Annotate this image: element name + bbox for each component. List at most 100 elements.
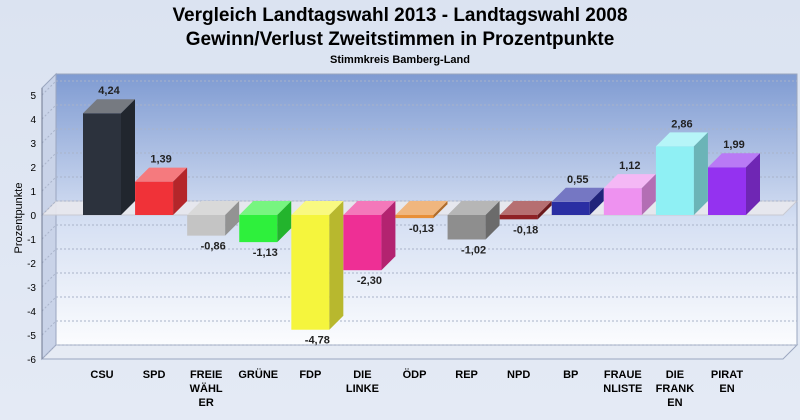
bar — [187, 201, 240, 236]
y-tick-label: 3 — [30, 139, 36, 150]
category-label: DIE LINKE — [346, 369, 379, 395]
bar-side — [121, 99, 135, 215]
category-label: CSU — [90, 369, 113, 381]
y-axis-label: Prozentpunkte — [13, 183, 25, 254]
bar-top — [83, 99, 135, 114]
bar — [239, 201, 292, 243]
bar-front — [135, 181, 174, 215]
bar-side — [746, 153, 760, 215]
y-tick-label: -5 — [27, 331, 36, 342]
category-label-line: WÄHL — [190, 382, 223, 395]
bar-top — [239, 201, 292, 215]
category-label-line: PIRAT — [711, 369, 743, 381]
bar — [447, 201, 500, 240]
bar — [551, 187, 604, 215]
floor — [40, 344, 799, 360]
category-labels: CSU SPD FREIE WÄHL ER GRÜNE FDP DIE LINKE ÖDP REP N… — [90, 368, 743, 409]
grid-line — [41, 320, 57, 336]
grid-line — [41, 152, 57, 168]
category-label: SPD — [143, 369, 166, 381]
y-tick-label: -1 — [27, 235, 36, 246]
bar — [655, 132, 708, 215]
category-label-line: EN — [667, 397, 682, 409]
grid-line — [41, 296, 57, 312]
bar — [708, 153, 760, 215]
category-label-line: GRÜNE — [238, 368, 278, 381]
grid-line — [41, 344, 57, 360]
bar — [343, 201, 396, 271]
bar-front — [395, 215, 434, 219]
bar-side — [277, 201, 292, 243]
bar-front — [291, 215, 330, 330]
y-tick-label: -6 — [27, 355, 36, 366]
category-label-line: ÖDP — [403, 368, 427, 381]
bar-front — [655, 146, 694, 215]
bar-top — [499, 201, 552, 215]
bar — [83, 99, 135, 215]
category-label-line: ER — [199, 397, 214, 409]
data-label: -0,18 — [513, 224, 538, 236]
bar — [603, 174, 656, 215]
bar — [499, 201, 552, 220]
bar-side — [381, 201, 396, 271]
bar-front — [187, 215, 226, 236]
grid-line — [41, 104, 57, 120]
data-label: 1,99 — [723, 139, 744, 151]
bar-side — [537, 201, 552, 220]
bar-top — [708, 153, 760, 168]
category-label-line: FRAUE — [604, 369, 642, 381]
category-label: BP — [563, 369, 578, 381]
bar-top — [447, 201, 500, 215]
bar-front — [343, 215, 382, 271]
chart-title-block: Vergleich Landtagswahl 2013 - Landtagswa… — [0, 4, 800, 68]
y-tick-label: -3 — [27, 283, 36, 294]
category-label-line: FDP — [299, 369, 321, 381]
bar-front — [499, 215, 538, 220]
category-label: FDP — [299, 369, 321, 381]
bar-side — [329, 201, 344, 330]
data-label: 2,86 — [671, 118, 692, 130]
left-wall — [41, 72, 57, 361]
chart-subtitle: Stimmkreis Bamberg-Land — [330, 54, 470, 66]
bar-side — [433, 201, 448, 219]
data-label: -2,30 — [357, 275, 382, 287]
chart-title-line1: Vergleich Landtagswahl 2013 - Landtagswa… — [172, 5, 628, 26]
category-label-line: LINKE — [346, 383, 379, 395]
y-axis: 5 4 3 2 1 0 -1 -2 -3 -4 -5 -6 — [27, 88, 43, 366]
bar — [291, 201, 344, 330]
bar-side — [641, 174, 656, 215]
bar-front — [708, 167, 746, 215]
bars — [83, 99, 760, 330]
category-label: REP — [455, 369, 478, 381]
bar — [395, 201, 448, 219]
y-tick-label: 0 — [30, 211, 36, 222]
bar-top — [655, 132, 708, 147]
y-tick-label: -4 — [27, 307, 36, 318]
grid-line — [41, 128, 57, 144]
grid-line — [41, 80, 57, 96]
y-tick-label: 5 — [30, 91, 36, 102]
y-tick-label: 1 — [30, 187, 36, 198]
bar-top — [343, 201, 396, 215]
bar-side — [173, 167, 188, 215]
bar-top — [395, 201, 448, 215]
category-label-line: NPD — [507, 369, 530, 381]
data-label: 4,24 — [98, 85, 120, 97]
data-label: 1,39 — [150, 154, 171, 166]
category-label: DIE FRANK EN — [656, 369, 695, 409]
bar-top — [135, 167, 188, 182]
data-label: 1,12 — [619, 160, 640, 172]
data-label: -0,13 — [409, 223, 434, 235]
category-label: FRAUE NLISTE — [603, 369, 642, 395]
chart-title-line2: Gewinn/Verlust Zweitstimmen in Prozentpu… — [185, 29, 615, 50]
bar-front — [447, 215, 486, 240]
category-label-line: EN — [719, 383, 734, 395]
bar-front — [83, 113, 121, 215]
data-label: -0,86 — [201, 241, 226, 253]
data-label: -4,78 — [305, 335, 330, 347]
category-label-line: CSU — [90, 369, 113, 381]
bar-front — [603, 188, 642, 215]
category-label-line: BP — [563, 369, 578, 381]
bar-top — [551, 187, 604, 202]
